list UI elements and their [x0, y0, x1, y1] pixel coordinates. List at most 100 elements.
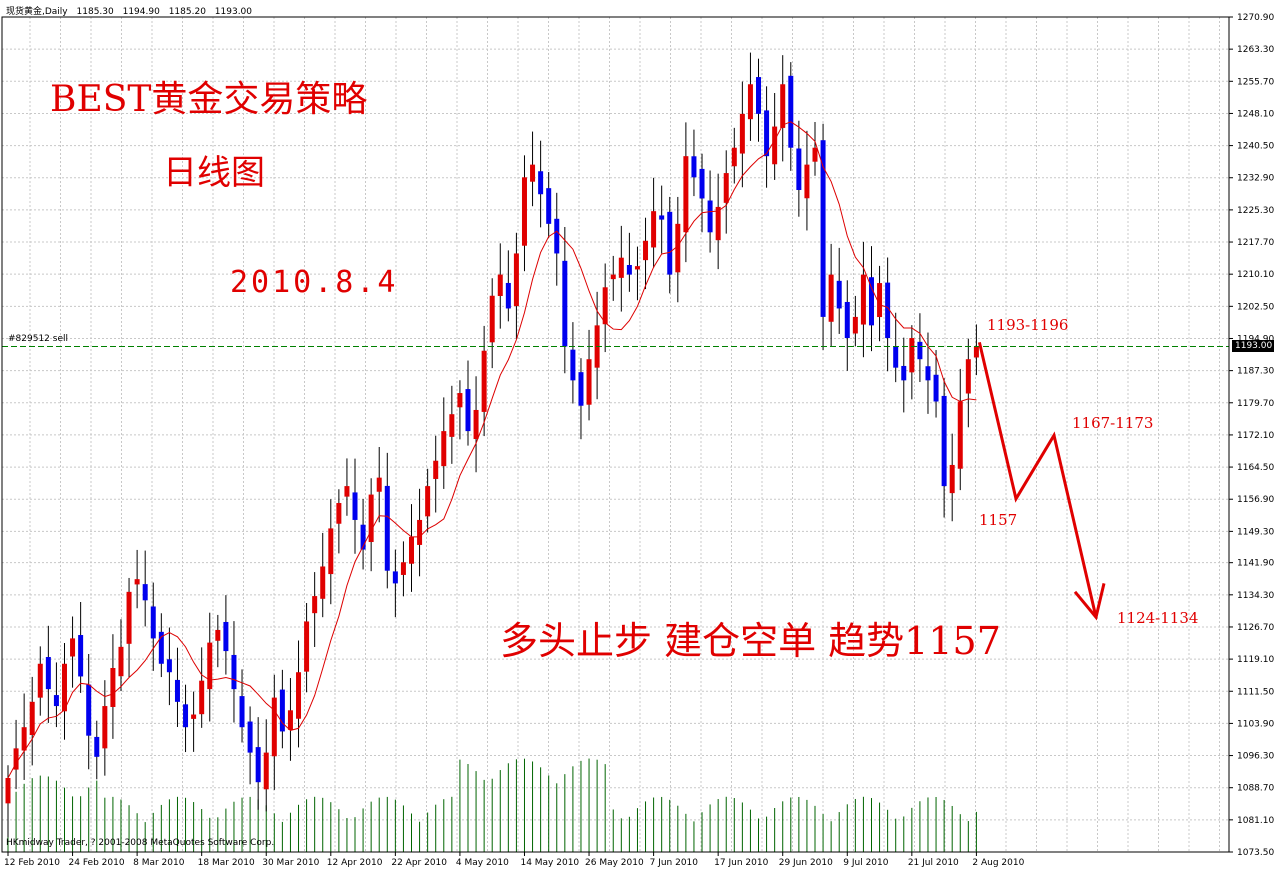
candle-body — [925, 366, 931, 381]
candle-body — [465, 389, 471, 432]
candle-body — [868, 277, 874, 326]
candle-body — [320, 566, 326, 599]
candle-body — [102, 706, 108, 749]
candle-body — [449, 414, 455, 437]
y-tick-label: 1179.70 — [1237, 399, 1274, 409]
candle-body — [191, 714, 197, 719]
x-tick-label: 12 Apr 2010 — [327, 858, 383, 868]
x-tick-label: 30 Mar 2010 — [262, 858, 319, 868]
y-tick-label: 1073.50 — [1237, 848, 1274, 858]
y-axis-ticks: 1270.90 1263.30 1255.70 1248.10 1240.50 1232.… — [1229, 13, 1274, 858]
candle-body — [271, 697, 277, 757]
candle-body — [860, 274, 866, 325]
x-tick-label: 29 Jun 2010 — [779, 858, 833, 868]
candle-body — [747, 84, 753, 120]
y-tick-label: 1141.90 — [1237, 559, 1274, 569]
candle-body — [296, 672, 302, 719]
candle-body — [949, 464, 955, 494]
y-tick-label: 1255.70 — [1237, 77, 1274, 87]
candle-body — [247, 721, 253, 753]
candle-body — [707, 200, 713, 233]
y-tick-label: 1111.50 — [1237, 687, 1274, 697]
candle-body — [731, 147, 737, 167]
ma-line — [7, 121, 977, 779]
candle-body — [909, 338, 915, 373]
candlesticks — [5, 52, 979, 838]
strategy-text: 多头止步 建仓空单 趋势1157 — [500, 619, 1001, 663]
x-tick-label: 7 Jun 2010 — [650, 858, 699, 868]
low-value: 1185.20 — [168, 7, 206, 17]
candle-body — [215, 629, 221, 641]
candle-body — [513, 253, 519, 307]
candle-body — [150, 606, 156, 639]
candle-body — [134, 579, 140, 585]
y-tick-label: 1248.10 — [1237, 109, 1274, 119]
candle-body — [336, 503, 342, 524]
candle-body — [836, 280, 842, 309]
x-tick-label: 2 Aug 2010 — [972, 858, 1024, 868]
candle-body — [29, 701, 35, 736]
candle-body — [279, 689, 285, 732]
candle-body — [546, 188, 552, 224]
x-tick-label: 18 Mar 2010 — [198, 858, 255, 868]
candle-body — [183, 704, 189, 728]
candle-body — [957, 401, 963, 469]
candle-body — [521, 177, 527, 246]
candle-body — [21, 727, 27, 751]
candle-body — [344, 486, 350, 497]
order-label: #829512 sell — [8, 334, 68, 344]
candle-body — [586, 359, 592, 405]
candle-body — [481, 350, 487, 412]
candle-body — [441, 431, 447, 467]
x-tick-label: 9 Jul 2010 — [843, 858, 888, 868]
candle-body — [965, 359, 971, 394]
candle-body — [739, 113, 745, 154]
candle-body — [86, 684, 92, 736]
candle-body — [626, 265, 632, 275]
y-tick-label: 1164.50 — [1237, 463, 1274, 473]
candle-body — [634, 266, 640, 270]
y-tick-label: 1217.70 — [1237, 238, 1274, 248]
candle-body — [715, 206, 721, 241]
candle-body — [578, 372, 584, 406]
y-tick-label: 1088.70 — [1237, 784, 1274, 794]
x-tick-label: 14 May 2010 — [520, 858, 579, 868]
candle-body — [764, 110, 770, 157]
candle-body — [893, 346, 899, 368]
candle-body — [901, 365, 907, 381]
candle-body — [239, 696, 245, 728]
x-tick-label: 24 Feb 2010 — [69, 858, 125, 868]
candle-body — [691, 156, 697, 178]
y-tick-label: 1096.30 — [1237, 752, 1274, 762]
x-tick-label: 4 May 2010 — [456, 858, 509, 868]
candle-body — [376, 477, 382, 492]
candle-body — [917, 341, 923, 360]
close-value: 1193.00 — [214, 7, 253, 17]
candle-body — [643, 240, 649, 261]
candle-body — [53, 695, 59, 707]
candle-body — [659, 215, 665, 220]
candle-body — [933, 374, 939, 402]
candle-body — [562, 260, 568, 347]
candle-body — [425, 486, 431, 517]
high-value: 1194.90 — [122, 7, 160, 17]
moving-average — [7, 121, 977, 779]
y-tick-label: 1210.10 — [1237, 270, 1274, 280]
copyright-label: HKmidway Trader, ? 2001-2008 MetaQuotes … — [6, 838, 275, 848]
annotation-support: 1157 — [979, 511, 1018, 529]
y-tick-label: 1081.10 — [1237, 816, 1274, 826]
candle-body — [812, 147, 818, 162]
candle-body — [804, 164, 810, 199]
candle-body — [497, 274, 503, 296]
candle-body — [885, 282, 891, 339]
candle-body — [409, 536, 414, 564]
candle-body — [328, 528, 334, 575]
candle-body — [118, 646, 124, 677]
candle-body — [417, 519, 423, 545]
y-tick-label: 1103.90 — [1237, 719, 1274, 729]
candle-body — [352, 492, 358, 520]
y-tick-label: 1194.90 — [1237, 334, 1274, 344]
y-tick-label: 1225.30 — [1237, 206, 1274, 216]
y-tick-label: 1126.70 — [1237, 623, 1274, 633]
